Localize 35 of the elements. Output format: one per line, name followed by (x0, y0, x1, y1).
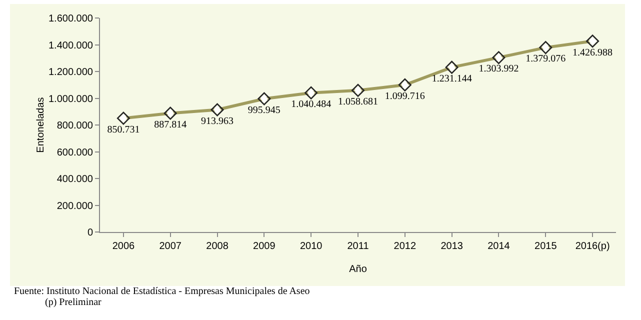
x-axis-title: Año (349, 264, 368, 275)
data-label: 1.040.484 (291, 98, 332, 110)
x-tick-label: 2014 (488, 241, 510, 252)
data-label: 1.426.988 (572, 47, 613, 58)
data-label: 1.099.716 (384, 91, 425, 102)
data-label: 1.303.992 (478, 64, 519, 75)
y-tick-label: 600.000 (56, 147, 94, 158)
x-tick-label: 2015 (534, 241, 558, 252)
y-tick-label: 1.400.000 (48, 40, 94, 52)
data-label: 1.058.681 (338, 96, 378, 108)
y-tick-label: 1.000.000 (48, 94, 94, 105)
data-label: 1.231.144 (432, 73, 472, 84)
data-label: 1.379.076 (526, 54, 566, 65)
x-tick-label: 2007 (159, 241, 182, 252)
x-tick-label: 2010 (300, 241, 323, 252)
text: (p) Preliminar (45, 297, 102, 308)
x-tick-label: 2012 (394, 241, 416, 252)
data-label: 913.963 (201, 116, 234, 127)
data-label: 850.731 (107, 124, 140, 136)
y-tick-label: 400.000 (56, 174, 94, 185)
x-tick-label: 2011 (347, 241, 370, 252)
y-tick-label: 0 (87, 228, 94, 238)
x-tick-label: 2009 (253, 241, 276, 252)
y-axis-title: Entoneladas (36, 97, 46, 153)
x-tick-label: 2013 (440, 241, 464, 252)
y-tick-label: 200.000 (56, 200, 94, 212)
source-note: Fuente: Instituto Nacional de Estadística - Empresas Municipales de Aseo (14, 286, 310, 297)
y-tick-label: 800.000 (56, 120, 94, 132)
data-label: 995.945 (248, 104, 280, 116)
x-tick-label: 2008 (206, 241, 229, 252)
y-tick-label: 1.600.000 (48, 14, 94, 24)
x-tick-label: 2006 (112, 241, 136, 252)
y-tick-label: 1.200.000 (48, 67, 94, 78)
data-label: 887.814 (154, 119, 187, 130)
x-tick-label: 2016(p) (575, 241, 610, 252)
